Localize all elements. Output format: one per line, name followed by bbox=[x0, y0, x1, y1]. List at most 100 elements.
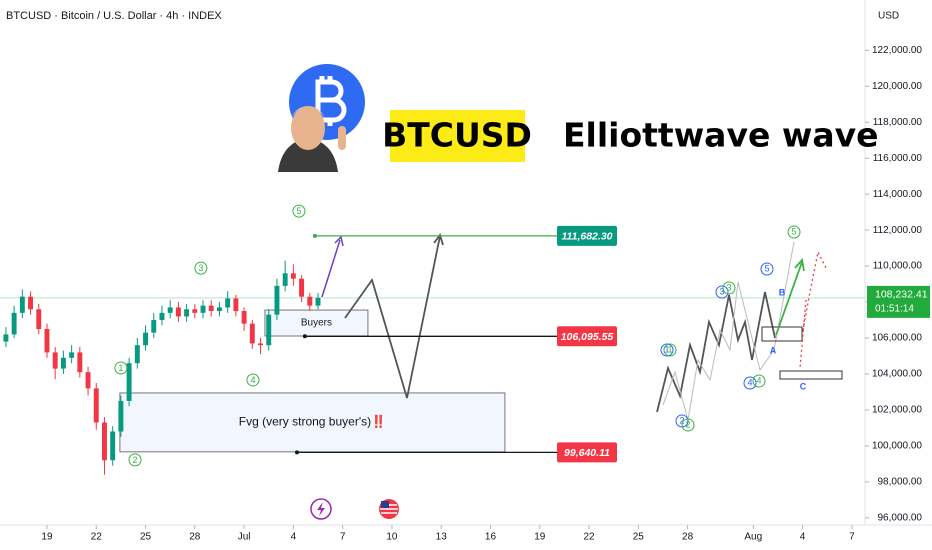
wave-marker bbox=[194, 261, 208, 275]
x-tick-label: 22 bbox=[583, 532, 595, 543]
candle-body bbox=[118, 400, 124, 432]
candle-body bbox=[233, 298, 239, 312]
level-anchor bbox=[312, 233, 317, 238]
y-tick-label: 102,000.00 bbox=[872, 405, 922, 416]
y-tick-label: 98,000.00 bbox=[878, 476, 923, 487]
level-label: 106,095.55 bbox=[561, 331, 614, 343]
candle-body bbox=[11, 312, 17, 335]
y-tick-label: 120,000.00 bbox=[872, 81, 922, 92]
candle-body bbox=[192, 309, 198, 313]
candle-body bbox=[102, 422, 107, 461]
currency: USD bbox=[878, 11, 899, 22]
x-tick-label: 25 bbox=[140, 532, 152, 543]
candle-body bbox=[28, 296, 34, 310]
price-tag-label: 108,232.41 bbox=[875, 289, 928, 301]
candle-body bbox=[249, 323, 255, 344]
candle-body bbox=[126, 363, 132, 401]
x-tick-label: 13 bbox=[436, 532, 448, 543]
candle-body bbox=[299, 278, 305, 297]
schematic-label: 5 bbox=[791, 226, 796, 236]
candle-body bbox=[274, 285, 280, 315]
x-tick-label: 7 bbox=[340, 532, 346, 543]
x-tick-label: 28 bbox=[682, 532, 694, 543]
badge-box bbox=[390, 110, 525, 162]
zone bbox=[264, 309, 369, 337]
projection-arrows bbox=[321, 233, 444, 399]
level-label: 111,682.30 bbox=[562, 231, 613, 243]
candle-body bbox=[266, 314, 272, 346]
candle-body bbox=[282, 273, 288, 286]
candle-body bbox=[134, 345, 140, 364]
countdown: 01:51:14 bbox=[875, 304, 914, 315]
candle-body bbox=[143, 332, 148, 346]
schematic-label: 4 bbox=[756, 375, 761, 385]
x-tick-label: 16 bbox=[485, 532, 497, 543]
candle-body bbox=[60, 357, 66, 369]
candle-body bbox=[69, 352, 75, 358]
candle-body bbox=[315, 297, 321, 306]
candle-body bbox=[77, 352, 83, 373]
candle-body bbox=[85, 372, 91, 389]
y-tick-label: 112,000.00 bbox=[873, 225, 923, 236]
x-tick-label: 10 bbox=[386, 532, 398, 543]
schematic-label: 3 bbox=[719, 286, 724, 296]
level-label: 99,640.11 bbox=[564, 447, 610, 459]
person-illustration bbox=[278, 106, 346, 172]
zone-label: Fvg (very strong buyer's)‼️ bbox=[239, 415, 386, 429]
x-tick-label: 19 bbox=[534, 532, 546, 543]
y-tick-label: 106,000.00 bbox=[872, 333, 922, 344]
wave-marker bbox=[128, 453, 142, 467]
schematic-label: 1 bbox=[667, 344, 672, 354]
wave-marker bbox=[114, 361, 128, 375]
schematic-label: 2 bbox=[679, 415, 684, 425]
candle-body bbox=[93, 388, 99, 423]
schematic-label: C bbox=[800, 381, 807, 391]
x-tick-label: 19 bbox=[41, 532, 53, 543]
level-anchor bbox=[302, 334, 307, 339]
level-anchor bbox=[294, 450, 299, 455]
headline: Elliottwave wave bbox=[563, 116, 878, 155]
candle-body bbox=[110, 431, 116, 461]
chart-title: BTCUSD · Bitcoin / U.S. Dollar · 4h · IN… bbox=[6, 10, 222, 22]
candle-body bbox=[19, 296, 25, 313]
schematic-labels: 1 2 3 4 5 1 2 3 4 5 A B C bbox=[660, 225, 807, 432]
y-tick-label: 104,000.00 bbox=[872, 369, 922, 380]
x-tick-label: Aug bbox=[744, 532, 762, 543]
schematic-label: 3 bbox=[726, 282, 731, 292]
x-tick-label: Jul bbox=[238, 532, 251, 543]
schematic-label: 4 bbox=[747, 377, 752, 387]
price-tag bbox=[867, 285, 930, 318]
candle-body bbox=[290, 273, 296, 279]
y-tick-label: 116,000.00 bbox=[873, 153, 923, 164]
wave-schematic bbox=[656, 241, 843, 421]
candle-body bbox=[307, 296, 313, 306]
candle-body bbox=[159, 312, 165, 321]
x-tick-label: 25 bbox=[633, 532, 645, 543]
x-tick-label: 22 bbox=[91, 532, 103, 543]
schematic-label: 1 bbox=[664, 344, 669, 354]
y-tick-label: 100,000.00 bbox=[872, 441, 922, 452]
schematic-label: 2 bbox=[685, 419, 690, 429]
candle-body bbox=[175, 307, 181, 317]
wave-label: 4 bbox=[250, 375, 255, 385]
x-tick-label: 4 bbox=[291, 532, 297, 543]
zone-label: Buyers bbox=[301, 318, 332, 329]
y-tick-label: 122,000.00 bbox=[872, 45, 922, 56]
y-tick-label: 96,000.00 bbox=[878, 512, 923, 523]
y-tick-label: 114,000.00 bbox=[873, 189, 923, 200]
event-icons bbox=[310, 498, 399, 520]
candle-body bbox=[52, 352, 58, 369]
candle-body bbox=[184, 309, 190, 317]
level-box bbox=[557, 225, 617, 246]
schematic-label: B bbox=[779, 287, 786, 297]
candle-body bbox=[167, 307, 173, 313]
candle-body bbox=[44, 329, 50, 353]
wave-marker bbox=[246, 373, 260, 387]
candle-body bbox=[216, 307, 222, 312]
candle-body bbox=[241, 311, 247, 324]
candle-body bbox=[36, 309, 42, 330]
candle-body bbox=[225, 298, 231, 308]
candle-body bbox=[200, 305, 206, 313]
